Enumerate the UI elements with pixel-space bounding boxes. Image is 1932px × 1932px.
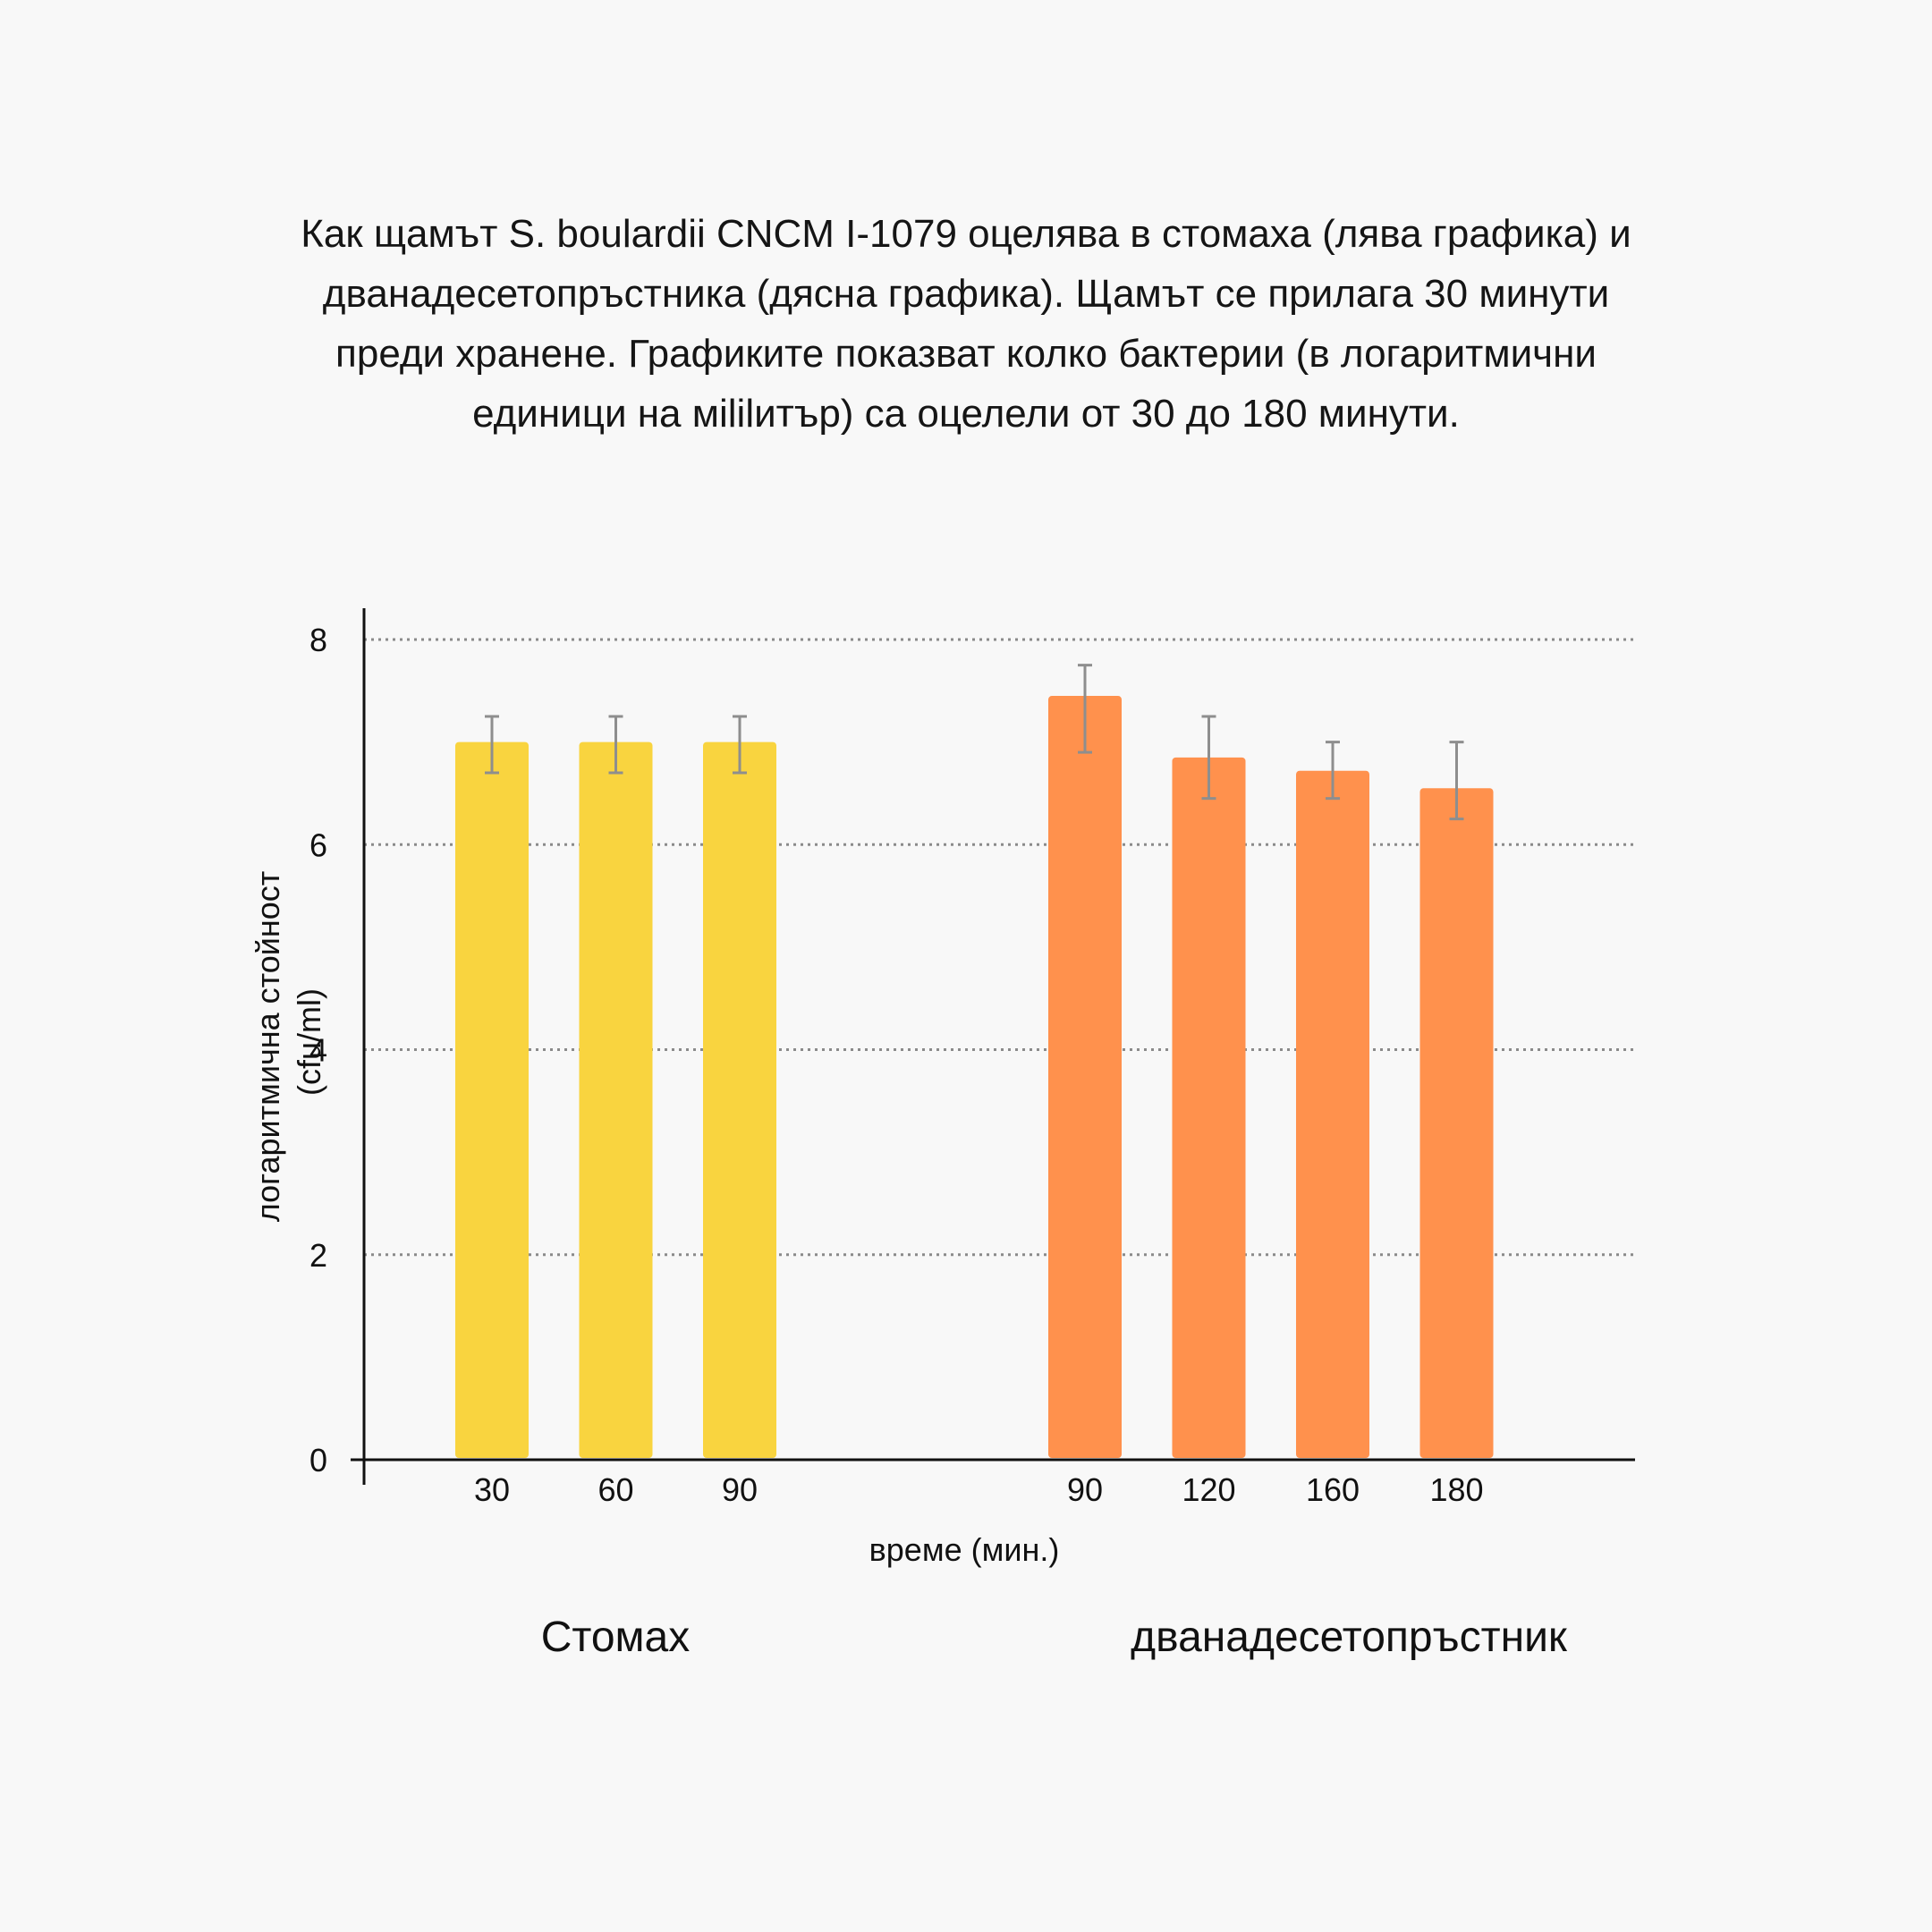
error-bars bbox=[485, 664, 1464, 821]
bar bbox=[1296, 770, 1369, 1458]
x-tick-label: 90 bbox=[722, 1471, 758, 1508]
x-tick-label: 180 bbox=[1429, 1471, 1483, 1508]
y-tick-label: 8 bbox=[309, 622, 327, 658]
group-labels: Стомах дванадесетопръстник bbox=[541, 1614, 1568, 1661]
axes bbox=[351, 608, 1635, 1485]
y-tick-label: 6 bbox=[309, 826, 327, 863]
y-axis-title-line-1: логаритмична стойност bbox=[250, 871, 286, 1223]
group-label: дванадесетопръстник bbox=[1131, 1614, 1568, 1661]
x-tick-label: 60 bbox=[597, 1471, 633, 1508]
y-tick-label: 2 bbox=[309, 1237, 327, 1274]
x-tick-label: 160 bbox=[1306, 1471, 1360, 1508]
y-tick-labels: 0 2 4 6 8 bbox=[309, 622, 327, 1479]
y-axis-title-line-2: (cfu/ml) bbox=[291, 988, 327, 1096]
y-tick-label: 0 bbox=[309, 1442, 327, 1479]
y-axis-title: логаритмична стойност (cfu/ml) bbox=[250, 862, 327, 1223]
bar bbox=[579, 741, 653, 1458]
group-label: Стомах bbox=[541, 1614, 691, 1661]
bar bbox=[1172, 757, 1246, 1458]
y-tick-label: 4 bbox=[309, 1032, 327, 1069]
chart-title: Как щамът S. boulardii CNCM I-1079 оцеля… bbox=[301, 212, 1631, 436]
bar bbox=[1419, 788, 1494, 1458]
x-tick-labels: 30 60 90 90 120 160 180 bbox=[474, 1471, 1484, 1508]
bar bbox=[703, 741, 776, 1458]
x-tick-label: 120 bbox=[1182, 1471, 1235, 1508]
x-tick-label: 90 bbox=[1067, 1471, 1103, 1508]
x-axis-title: време (мин.) bbox=[869, 1531, 1060, 1568]
bar bbox=[1048, 696, 1122, 1458]
bar bbox=[455, 741, 529, 1458]
x-tick-label: 30 bbox=[474, 1471, 510, 1508]
bars bbox=[455, 696, 1494, 1458]
